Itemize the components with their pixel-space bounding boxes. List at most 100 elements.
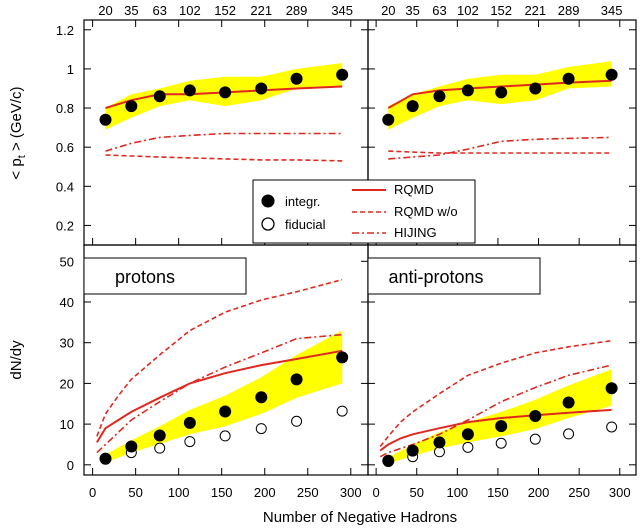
band-dndy-antiprotons (388, 369, 612, 464)
panel-dndy-antiprotons (379, 339, 618, 468)
top-tick-label-right-1: 35 (405, 3, 419, 18)
x-tick-label-right-200: 200 (528, 485, 550, 500)
point-integrated-pt-antiprotons-7 (605, 68, 618, 81)
point-integrated-dndy-antiprotons-6 (562, 396, 575, 409)
legend-rqmd-wo-label: RQMD w/o (394, 204, 458, 219)
y-tick-label-top-1.2: 1.2 (56, 23, 74, 38)
point-integrated-dndy-antiprotons-3 (461, 428, 474, 441)
point-fiducial-dndy-antiprotons-3 (462, 441, 474, 453)
point-integrated-dndy-protons-6 (290, 373, 303, 386)
panel-frames (83, 19, 637, 476)
legend-fiducial-label: fiducial (285, 217, 326, 232)
line-rqmd-dndy-antiprotons (379, 408, 612, 452)
point-integrated-pt-antiprotons-1 (406, 100, 419, 113)
legend: integr. fiducial RQMD RQMD w/o HIJING (252, 179, 476, 244)
label-box-antiprotons-frame (367, 257, 541, 295)
y-axis-label-top-main: < p (8, 158, 25, 179)
point-integrated-pt-protons-3 (183, 84, 196, 97)
point-fiducial-dndy-antiprotons-6 (563, 428, 575, 440)
point-integrated-dndy-antiprotons-4 (495, 420, 508, 433)
point-fiducial-dndy-protons-2 (154, 442, 166, 454)
y-tick-label-top-0.6: 0.6 (56, 140, 74, 155)
top-tick-label-left-7: 345 (331, 3, 353, 18)
top-tick-label-right-2: 63 (432, 3, 446, 18)
y-tick-label-bottom-50: 50 (60, 254, 74, 269)
point-fiducial-dndy-antiprotons-7 (606, 421, 618, 433)
point-integrated-pt-protons-1 (125, 100, 138, 113)
y-tick-label-top-0.4: 0.4 (56, 179, 74, 194)
line-hijing-dndy-protons (96, 333, 343, 454)
point-integrated-pt-antiprotons-2 (433, 90, 446, 103)
point-integrated-dndy-protons-7 (336, 351, 349, 364)
x-axis-label: Number of Negative Hadrons (263, 509, 457, 526)
top-tick-label-right-4: 152 (490, 3, 512, 18)
plot-layer (96, 61, 618, 468)
point-integrated-dndy-antiprotons-7 (605, 382, 618, 395)
point-integrated-pt-antiprotons-3 (461, 84, 474, 97)
x-tick-label-right-50: 50 (409, 485, 423, 500)
x-tick-label-left-50: 50 (128, 485, 142, 500)
point-integrated-pt-antiprotons-0 (382, 113, 395, 126)
top-tick-label-left-6: 289 (286, 3, 308, 18)
point-integrated-dndy-protons-1 (125, 440, 138, 453)
point-integrated-pt-antiprotons-4 (495, 86, 508, 99)
panel-pt-antiprotons (382, 61, 618, 160)
point-integrated-dndy-antiprotons-1 (406, 444, 419, 457)
x-tick-label-right-0: 0 (373, 485, 380, 500)
y-tick-label-bottom-20: 20 (60, 376, 74, 391)
label-box-protons: protons (83, 257, 247, 295)
point-integrated-dndy-protons-0 (99, 452, 112, 465)
line-rqmd-pt-protons (105, 85, 343, 109)
x-tick-label-right-250: 250 (568, 485, 590, 500)
band-dndy-protons (105, 330, 343, 463)
point-integrated-pt-protons-5 (255, 82, 268, 95)
label-box-antiprotons: anti-protons (367, 257, 541, 295)
point-integrated-pt-protons-4 (219, 86, 232, 99)
point-fiducial-dndy-protons-7 (336, 405, 348, 417)
x-tick-label-left-0: 0 (89, 485, 96, 500)
legend-hijing-label: HIJING (394, 225, 437, 240)
point-integrated-pt-antiprotons-6 (562, 72, 575, 85)
top-tick-label-right-5: 221 (524, 3, 546, 18)
line-rqmd-pt-antiprotons (387, 79, 612, 109)
y-tick-label-bottom-10: 10 (60, 417, 74, 432)
top-tick-label-left-0: 20 (98, 3, 112, 18)
point-fiducial-dndy-protons-5 (255, 423, 267, 435)
legend-fiducial-marker (261, 217, 275, 231)
top-tick-label-left-3: 102 (179, 3, 201, 18)
point-integrated-dndy-protons-4 (219, 405, 232, 418)
x-tick-label-right-100: 100 (446, 485, 468, 500)
legend-integr-marker (261, 194, 275, 208)
y-tick-label-top-0.2: 0.2 (56, 218, 74, 233)
line-rqmd-wo-dndy-protons (96, 278, 343, 437)
top-tick-label-right-6: 289 (558, 3, 580, 18)
legend-integr-label: integr. (285, 194, 320, 209)
point-integrated-dndy-protons-3 (183, 416, 196, 429)
point-integrated-dndy-antiprotons-2 (433, 436, 446, 449)
y-axis-label-top: < pt > (GeV/c) (8, 86, 28, 179)
point-integrated-pt-protons-6 (290, 72, 303, 85)
label-protons: protons (115, 267, 175, 287)
label-box-protons-frame (83, 257, 247, 295)
point-integrated-dndy-protons-2 (153, 429, 166, 442)
point-integrated-pt-antiprotons-5 (529, 82, 542, 95)
line-rqmd-wo-pt-antiprotons (388, 150, 612, 154)
y-axis-label-bottom: dN/dy (8, 340, 25, 380)
point-fiducial-dndy-protons-3 (184, 436, 196, 448)
point-integrated-pt-protons-7 (336, 68, 349, 81)
point-integrated-pt-protons-0 (99, 113, 112, 126)
x-tick-label-right-150: 150 (487, 485, 509, 500)
y-tick-label-top-1: 1 (67, 62, 74, 77)
y-axis-label-top-rest: > (GeV/c) (8, 86, 25, 155)
line-rqmd-wo-dndy-antiprotons (379, 339, 612, 447)
top-tick-label-left-4: 152 (214, 3, 236, 18)
y-axis-label-top-sub: t (16, 155, 28, 158)
x-tick-label-left-300: 300 (340, 485, 362, 500)
label-antiprotons: anti-protons (388, 267, 483, 287)
x-tick-label-left-200: 200 (254, 485, 276, 500)
line-hijing-pt-protons (105, 132, 343, 152)
point-integrated-pt-protons-2 (153, 90, 166, 103)
frame-dndy-antiprotons (367, 244, 637, 476)
point-fiducial-dndy-antiprotons-5 (529, 433, 541, 445)
